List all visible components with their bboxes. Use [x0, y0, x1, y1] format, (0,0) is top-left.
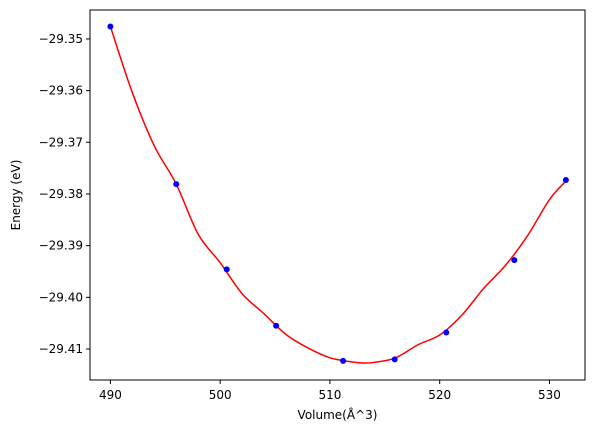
- data-point: [340, 357, 347, 364]
- data-point: [391, 356, 398, 363]
- fit-curve-layer: [109, 26, 567, 364]
- y-tick-label: −29.37: [39, 135, 83, 149]
- y-tick-label: −29.35: [39, 32, 83, 46]
- x-tick-label: 520: [428, 388, 451, 402]
- y-tick-label: −29.40: [39, 290, 83, 304]
- y-axis-label: Energy (eV): [9, 160, 23, 231]
- x-tick-label: 490: [99, 388, 122, 402]
- y-axis: −29.35 −29.36 −29.37 −29.38 −29.39 −29.40 −29.…: [39, 32, 90, 356]
- x-axis: 490 500 510 520 530: [99, 380, 561, 402]
- x-axis-label: Volume(Å^3): [298, 407, 378, 422]
- data-point: [562, 177, 569, 184]
- data-point: [173, 181, 180, 188]
- data-points-layer: [107, 23, 569, 364]
- data-point: [443, 329, 450, 336]
- x-tick-label: 510: [318, 388, 341, 402]
- data-point: [511, 257, 518, 264]
- data-point: [107, 23, 114, 30]
- fit-curve-line: [109, 26, 567, 364]
- x-tick-label: 500: [209, 388, 232, 402]
- data-point: [273, 322, 280, 329]
- data-point: [223, 266, 230, 273]
- x-tick-label: 530: [538, 388, 561, 402]
- plot-frame: [89, 9, 586, 381]
- y-tick-label: −29.38: [39, 187, 83, 201]
- y-tick-label: −29.36: [39, 84, 83, 98]
- y-tick-label: −29.39: [39, 239, 83, 253]
- y-tick-label: −29.41: [39, 342, 83, 356]
